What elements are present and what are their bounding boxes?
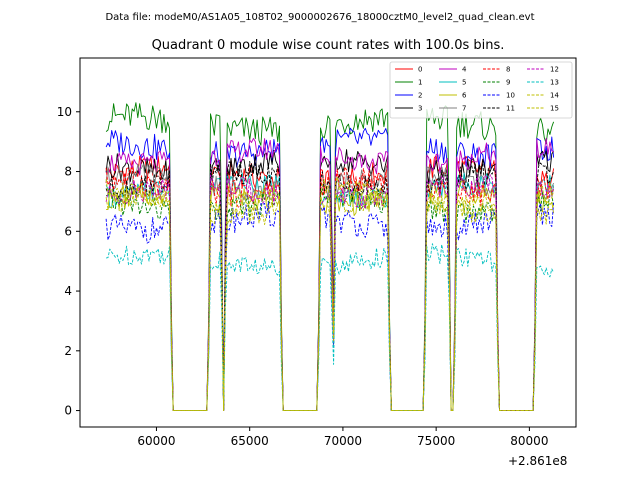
legend-label: 13	[550, 79, 559, 87]
x-offset-label: +2.861e8	[508, 454, 567, 468]
legend-label: 11	[506, 105, 515, 113]
y-tick-label: 4	[64, 284, 72, 298]
y-tick-label: 2	[64, 344, 72, 358]
legend-label: 2	[418, 92, 422, 100]
legend-label: 9	[506, 79, 510, 87]
y-tick-label: 6	[64, 224, 72, 238]
series-layer	[105, 102, 555, 412]
series-line-15	[105, 176, 555, 412]
legend-label: 5	[462, 79, 466, 87]
plot-frame	[79, 57, 577, 428]
legend-label: 4	[462, 66, 467, 74]
y-tick-label: 8	[64, 165, 72, 179]
legend-label: 7	[462, 105, 466, 113]
legend-box	[389, 61, 573, 119]
legend-label: 10	[506, 92, 515, 100]
legend-label: 12	[550, 66, 559, 74]
y-tick-label: 0	[64, 404, 72, 418]
chart-suptitle: Data file: modeM0/AS1A05_108T02_90000026…	[105, 12, 534, 23]
legend-label: 8	[506, 66, 510, 74]
series-line-14	[105, 188, 555, 412]
chart-title: Quadrant 0 module wise count rates with …	[152, 38, 505, 53]
legend-label: 14	[550, 92, 559, 100]
legend-label: 15	[550, 105, 559, 113]
legend-label: 6	[462, 92, 467, 100]
x-tick-label: 70000	[324, 434, 362, 448]
x-tick-label: 60000	[137, 434, 175, 448]
legend-label: 1	[418, 79, 422, 87]
y-tick-label: 10	[57, 105, 72, 119]
x-tick-label: 75000	[417, 434, 455, 448]
x-tick-label: 65000	[231, 434, 269, 448]
legend-label: 3	[418, 105, 422, 113]
legend-label: 0	[418, 66, 422, 74]
axis-layer: 60000 65000 70000 75000 80000 0 2 4 6 8 10	[57, 105, 549, 448]
x-tick-label: 80000	[510, 434, 548, 448]
plot-area	[80, 58, 576, 427]
